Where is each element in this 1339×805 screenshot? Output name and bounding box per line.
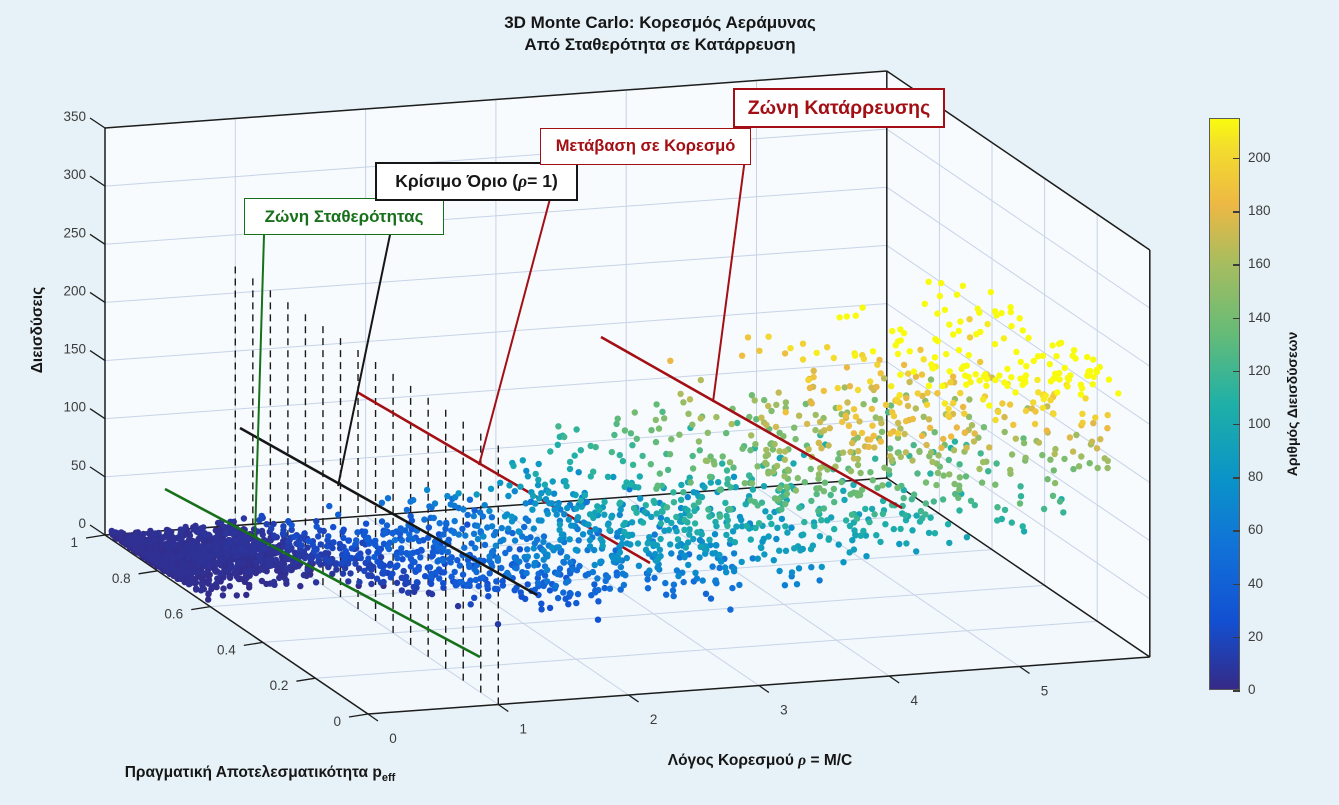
colorbar-tick	[1233, 477, 1240, 479]
chart-title-line2: Από Σταθερότητα σε Κατάρρευση	[524, 35, 796, 54]
svg-text:0: 0	[389, 731, 397, 746]
svg-text:100: 100	[63, 400, 86, 415]
svg-text:350: 350	[63, 109, 86, 124]
chart-title: 3D Monte Carlo: Κορεσμός Αεράμυνας Από Σ…	[330, 12, 990, 56]
colorbar-tick-label: 120	[1248, 362, 1271, 378]
colorbar-tick-label: 160	[1248, 256, 1271, 272]
colorbar-tick	[1233, 211, 1240, 213]
x-axis-label: Λόγος Κορεσμού ρ = M/C	[480, 752, 1040, 770]
svg-text:0.6: 0.6	[164, 607, 183, 622]
collapse-zone-label: Ζώνη Κατάρρευσης	[747, 96, 931, 119]
svg-text:1: 1	[520, 722, 528, 737]
colorbar-tick	[1233, 530, 1240, 532]
svg-text:50: 50	[71, 458, 86, 473]
saturation-transition-annotation: Μετάβαση σε Κορεσμό	[540, 128, 751, 165]
collapse-zone-annotation: Ζώνη Κατάρρευσης	[733, 88, 945, 128]
y-axis-label-text: Πραγματική Αποτελεσματικότητα p	[124, 764, 382, 781]
colorbar-tick	[1233, 157, 1240, 160]
x-axis-label-text: Λόγος Κορεσμού	[667, 752, 799, 769]
colorbar-tick	[1233, 423, 1240, 426]
svg-text:2: 2	[650, 712, 658, 727]
annotation-leader-lines	[254, 127, 750, 538]
scatter-points	[108, 278, 1122, 628]
critical-threshold-annotation: Κρίσιμο Όριο (ρ = 1)	[375, 162, 578, 201]
svg-text:200: 200	[63, 283, 86, 298]
stability-zone-label: Ζώνη Σταθερότητας	[264, 206, 424, 226]
critical-threshold-label: Κρίσιμο Όριο (	[395, 171, 519, 191]
svg-text:0.8: 0.8	[112, 571, 131, 586]
colorbar	[1209, 118, 1240, 690]
colorbar-tick	[1233, 583, 1240, 586]
svg-text:0.2: 0.2	[270, 678, 289, 693]
svg-text:150: 150	[63, 342, 86, 357]
colorbar-tick-label: 180	[1248, 203, 1271, 219]
colorbar-label: Αριθμός Διεισδύσεων	[1284, 331, 1300, 477]
colorbar-tick-label: 60	[1248, 522, 1264, 538]
colorbar-tick-label: 140	[1248, 309, 1271, 325]
z-axis-label: Διεισδύσεις	[29, 286, 46, 374]
critical-threshold-suffix: = 1)	[527, 171, 558, 191]
colorbar-tick-label: 0	[1248, 682, 1256, 697]
colorbar-tick-label: 80	[1248, 469, 1264, 485]
saturation-transition-label: Μετάβαση σε Κορεσμό	[555, 137, 736, 155]
colorbar-tick	[1233, 370, 1240, 373]
svg-text:0: 0	[78, 516, 86, 531]
x-axis-label-rho: ρ	[798, 752, 807, 769]
svg-text:0.4: 0.4	[217, 642, 236, 657]
colorbar-tick	[1233, 690, 1240, 692]
svg-text:250: 250	[63, 225, 86, 240]
critical-threshold-rho: ρ	[518, 171, 528, 191]
y-axis-label: Πραγματική Αποτελεσματικότητα peff	[60, 764, 460, 784]
plot-box-walls	[105, 70, 1150, 714]
trend-lines-under	[356, 390, 651, 565]
svg-text:300: 300	[63, 167, 86, 182]
svg-text:3: 3	[780, 703, 788, 718]
x-axis-label-suffix: = M/C	[806, 752, 853, 769]
svg-text:0: 0	[333, 714, 341, 729]
axis-ticks	[85, 117, 1030, 722]
colorbar-tick	[1233, 636, 1240, 639]
colorbar-tick	[1233, 264, 1240, 266]
svg-text:4: 4	[910, 693, 918, 708]
chart-title-line1: 3D Monte Carlo: Κορεσμός Αεράμυνας	[504, 13, 816, 32]
colorbar-tick-label: 20	[1248, 628, 1264, 644]
svg-text:1: 1	[70, 535, 78, 550]
tick-labels: 01234500.20.40.60.8105010015020025030035…	[63, 109, 1048, 746]
colorbar-tick-label: 200	[1248, 149, 1271, 165]
y-axis-label-subscript: eff	[381, 772, 396, 785]
stability-zone-annotation: Ζώνη Σταθερότητας	[244, 198, 444, 235]
colorbar-tick-label: 40	[1248, 575, 1264, 591]
colorbar-tick-label: 100	[1248, 415, 1271, 431]
trend-lines-over	[164, 335, 903, 659]
svg-text:5: 5	[1041, 684, 1049, 699]
colorbar-tick	[1233, 317, 1240, 320]
